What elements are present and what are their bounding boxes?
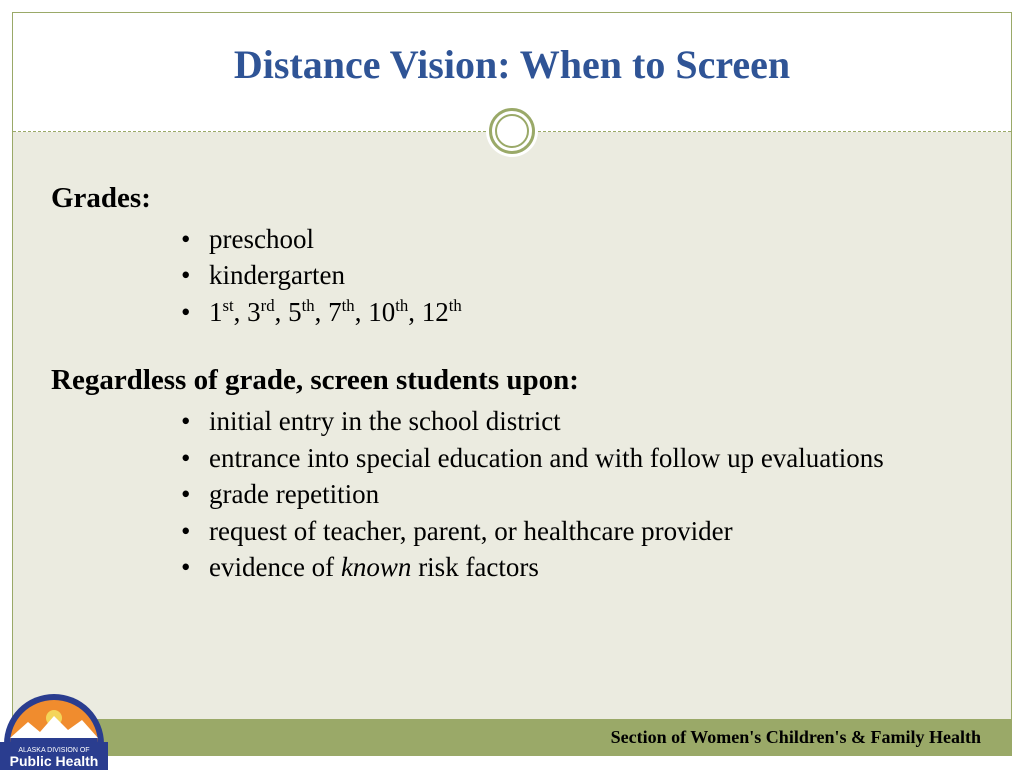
- list-item: evidence of known risk factors: [181, 549, 973, 585]
- slide-body: Grades: preschool kindergarten 1st, 3rd,…: [13, 132, 1011, 755]
- screen-list: initial entry in the school district ent…: [51, 403, 973, 585]
- ring-icon: [486, 105, 538, 157]
- footer-text: Section of Women's Children's & Family H…: [611, 727, 981, 748]
- list-item: request of teacher, parent, or healthcar…: [181, 513, 973, 549]
- list-item: grade repetition: [181, 476, 973, 512]
- alaska-public-health-logo: ALASKA DIVISION OF Public Health: [0, 682, 124, 774]
- logo-line2: Public Health: [10, 753, 99, 769]
- slide-title: Distance Vision: When to Screen: [13, 41, 1011, 88]
- list-item: kindergarten: [181, 257, 973, 293]
- slide-header: Distance Vision: When to Screen: [13, 13, 1011, 131]
- list-item: entrance into special education and with…: [181, 440, 973, 476]
- footer-bar: Section of Women's Children's & Family H…: [13, 719, 1011, 755]
- grades-heading: Grades:: [51, 182, 973, 215]
- list-item: preschool: [181, 221, 973, 257]
- slide-frame: Distance Vision: When to Screen Grades: …: [12, 12, 1012, 756]
- screen-heading: Regardless of grade, screen students upo…: [51, 364, 973, 397]
- grades-list: preschool kindergarten 1st, 3rd, 5th, 7t…: [51, 221, 973, 330]
- list-item: 1st, 3rd, 5th, 7th, 10th, 12th: [181, 294, 973, 330]
- list-item: initial entry in the school district: [181, 403, 973, 439]
